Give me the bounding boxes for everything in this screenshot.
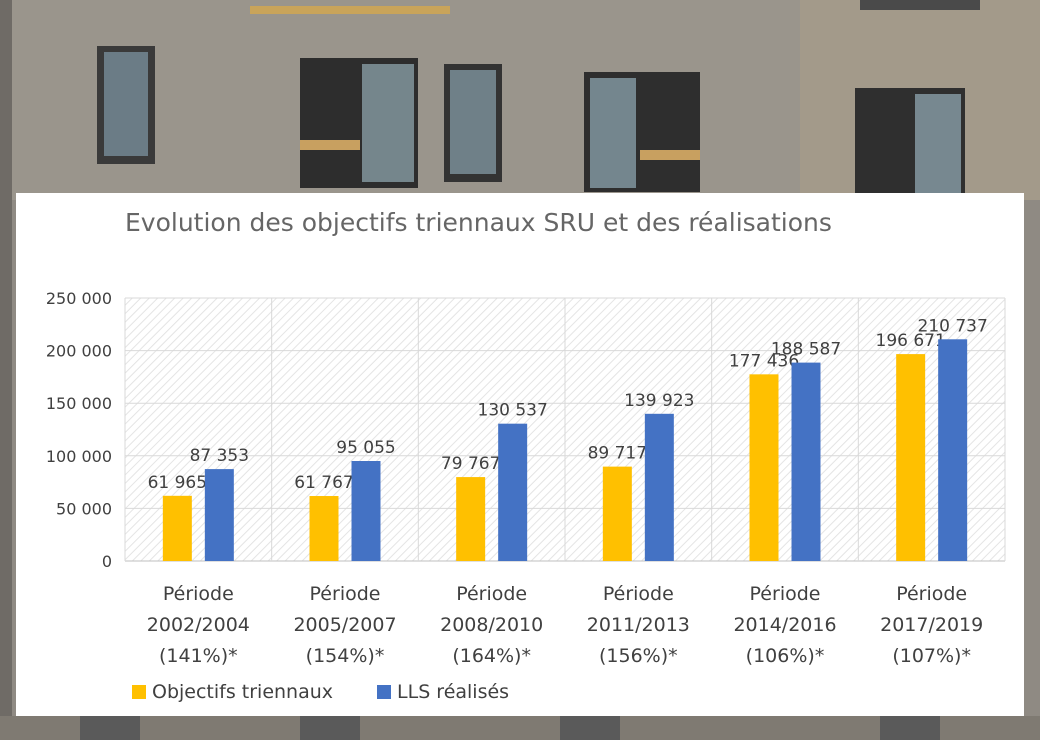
bar-objectifs [456, 477, 486, 561]
x-tick-label: Période [896, 583, 967, 605]
data-label: 188 587 [771, 340, 841, 360]
x-tick-label: 2008/2010 [440, 614, 543, 636]
x-tick-label: 2011/2013 [587, 614, 690, 636]
data-label: 139 923 [624, 391, 694, 411]
bar-lls [351, 461, 381, 561]
y-tick-label: 200 000 [46, 342, 112, 361]
legend-item: LLS réalisés [377, 681, 509, 703]
legend-label: Objectifs triennaux [152, 681, 334, 703]
legend-swatch [132, 685, 146, 699]
y-tick-label: 250 000 [46, 289, 112, 308]
chart-title: Evolution des objectifs triennaux SRU et… [125, 208, 832, 237]
legend-item: Objectifs triennaux [132, 681, 333, 703]
x-tick-label: 2014/2016 [733, 614, 836, 636]
bar-objectifs [749, 374, 779, 561]
data-label: 79 767 [441, 454, 500, 474]
chart-legend: Objectifs triennaux LLS réalisés [132, 681, 553, 703]
bar-lls [644, 413, 674, 561]
x-tick-label: (106%)* [746, 645, 825, 667]
bar-chart: 0 50 000 100 000 150 000 200 000 250 000 61 96… [46, 289, 1006, 667]
data-label: 61 965 [148, 473, 207, 493]
bar-lls [791, 362, 821, 561]
bar-objectifs [896, 354, 926, 561]
x-tick-label: Période [310, 583, 381, 605]
x-tick-label: Période [603, 583, 674, 605]
chart-card: Evolution des objectifs triennaux SRU et… [16, 193, 1024, 716]
bar-objectifs [602, 466, 632, 561]
bar-objectifs [309, 496, 339, 561]
x-tick-label: (154%)* [306, 645, 385, 667]
x-tick-label: 2005/2007 [293, 614, 396, 636]
x-tick-label: 2017/2019 [880, 614, 983, 636]
x-tick-label: Période [163, 583, 234, 605]
x-tick-label: 2002/2004 [147, 614, 250, 636]
x-tick-label: (141%)* [159, 645, 238, 667]
y-tick-label: 0 [102, 552, 112, 571]
bar-lls [938, 339, 968, 561]
bar-lls [498, 423, 528, 561]
bar-lls [204, 469, 234, 561]
data-label: 87 353 [190, 446, 249, 466]
legend-label: LLS réalisés [397, 681, 510, 703]
y-tick-label: 100 000 [46, 447, 112, 466]
x-tick-label: (156%)* [599, 645, 678, 667]
data-label: 130 537 [478, 401, 548, 421]
bar-objectifs [162, 495, 192, 561]
data-label: 196 671 [876, 331, 946, 351]
x-tick-label: Période [456, 583, 527, 605]
data-label: 210 737 [918, 316, 988, 336]
y-tick-label: 150 000 [46, 394, 112, 413]
y-tick-label: 50 000 [56, 499, 112, 518]
data-label: 95 055 [336, 438, 395, 458]
x-tick-label: Période [750, 583, 821, 605]
legend-swatch [377, 685, 392, 699]
x-tick-label: (107%)* [892, 645, 971, 667]
data-label: 177 436 [729, 351, 799, 371]
x-tick-label: (164%)* [452, 645, 531, 667]
data-label: 61 767 [294, 473, 353, 493]
data-label: 89 717 [588, 444, 647, 464]
